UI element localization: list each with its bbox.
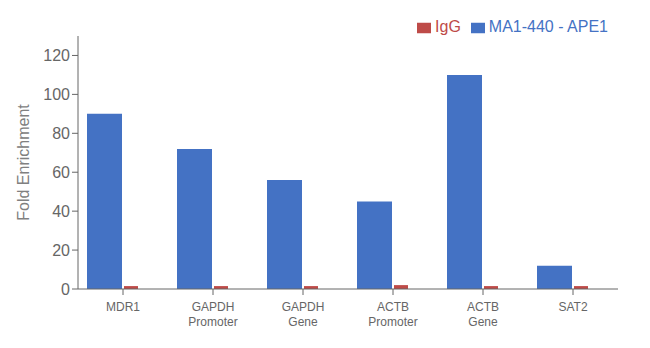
svg-text:ACTBPromoter: ACTBPromoter xyxy=(368,300,417,329)
svg-text:20: 20 xyxy=(52,242,70,259)
html-text:MA1-440 - APE1: MA1-440 - APE1 xyxy=(488,18,608,35)
svg-text:0: 0 xyxy=(61,281,70,298)
svg-text:ACTBGene: ACTBGene xyxy=(467,300,499,329)
svg-text:MDR1: MDR1 xyxy=(106,300,140,314)
svg-text:Fold Enrichment: Fold Enrichment xyxy=(15,104,32,221)
html-text:IgG: IgG xyxy=(435,18,461,35)
svg-text:SAT2: SAT2 xyxy=(558,300,587,314)
svg-text:80: 80 xyxy=(52,125,70,142)
svg-text:60: 60 xyxy=(52,164,70,181)
svg-text:GAPDHPromoter: GAPDHPromoter xyxy=(188,300,237,329)
svg-text:120: 120 xyxy=(43,47,70,64)
svg-text:40: 40 xyxy=(52,203,70,220)
svg-text:GAPDHGene: GAPDHGene xyxy=(282,300,325,329)
svg-text:100: 100 xyxy=(43,86,70,103)
